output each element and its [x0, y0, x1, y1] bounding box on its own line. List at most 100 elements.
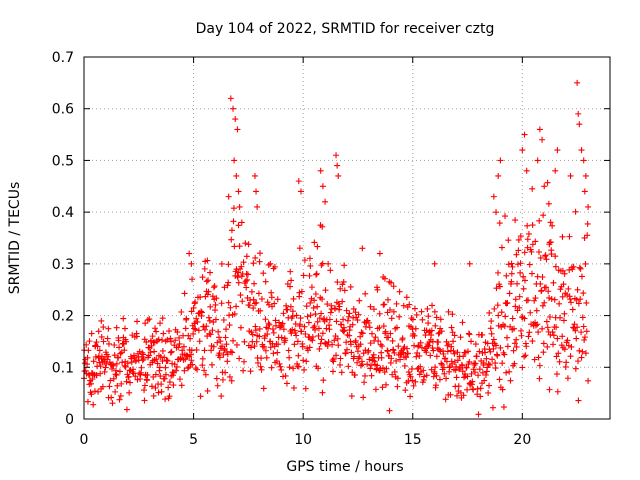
data-point	[326, 316, 333, 323]
data-point	[162, 364, 169, 371]
data-point	[162, 371, 169, 378]
data-point	[556, 300, 563, 307]
data-point	[210, 343, 217, 350]
data-point	[312, 326, 319, 333]
data-point	[319, 223, 326, 230]
data-point	[260, 270, 267, 277]
data-point	[140, 355, 147, 362]
data-point	[532, 295, 539, 302]
data-point	[293, 312, 300, 319]
data-point	[306, 255, 313, 262]
data-point	[538, 287, 545, 294]
data-point	[149, 333, 156, 340]
data-point	[333, 152, 340, 159]
data-point	[565, 342, 572, 349]
data-point	[359, 330, 366, 337]
y-tick-label: 0.7	[52, 50, 74, 66]
data-point	[541, 183, 548, 190]
data-point	[313, 270, 320, 277]
data-point	[296, 245, 303, 252]
data-point	[448, 343, 455, 350]
data-point	[489, 356, 496, 363]
data-point	[322, 339, 329, 346]
data-point	[298, 288, 305, 295]
data-point	[141, 387, 148, 394]
data-point	[388, 279, 395, 286]
plot-frame	[83, 56, 611, 420]
data-point	[464, 386, 471, 393]
data-point	[176, 334, 183, 341]
data-point	[500, 404, 507, 411]
data-point	[318, 262, 325, 269]
data-point	[144, 377, 151, 384]
data-point	[399, 335, 406, 342]
data-point	[310, 304, 317, 311]
data-point	[393, 300, 400, 307]
data-point	[111, 352, 118, 359]
data-point	[250, 305, 257, 312]
data-point	[108, 394, 115, 401]
data-point	[103, 360, 110, 367]
data-point	[268, 294, 275, 301]
data-point	[209, 293, 216, 300]
data-point	[499, 360, 506, 367]
data-point	[250, 260, 257, 267]
data-point	[461, 374, 468, 381]
data-point	[408, 315, 415, 322]
data-point	[253, 299, 260, 306]
data-point	[409, 377, 416, 384]
data-point	[494, 352, 501, 359]
data-point	[356, 353, 363, 360]
data-point	[407, 393, 414, 400]
data-point	[403, 354, 410, 361]
data-point	[374, 286, 381, 293]
data-point	[459, 362, 466, 369]
data-point	[431, 260, 438, 267]
data-point	[447, 391, 454, 398]
data-point	[428, 332, 435, 339]
data-point	[482, 371, 489, 378]
data-point	[226, 322, 233, 329]
data-point	[381, 301, 388, 308]
data-point	[412, 378, 419, 385]
data-point	[457, 334, 464, 341]
data-point	[570, 263, 577, 270]
data-point	[433, 372, 440, 379]
data-point	[161, 375, 168, 382]
data-point	[264, 331, 271, 338]
data-point	[145, 352, 152, 359]
data-point	[286, 354, 293, 361]
data-point	[95, 328, 102, 335]
data-point	[451, 332, 458, 339]
data-point	[153, 328, 160, 335]
data-point	[423, 349, 430, 356]
data-point	[498, 244, 505, 251]
data-point	[231, 157, 238, 164]
data-point	[89, 376, 96, 383]
data-point	[322, 287, 329, 294]
data-point	[469, 378, 476, 385]
data-point	[552, 253, 559, 260]
data-point	[509, 263, 516, 270]
data-point	[98, 317, 105, 324]
data-point	[535, 329, 542, 336]
data-point	[579, 314, 586, 321]
data-point	[276, 360, 283, 367]
data-point	[206, 330, 213, 337]
data-point	[144, 371, 151, 378]
data-point	[560, 281, 567, 288]
data-point	[314, 318, 321, 325]
data-point	[231, 243, 238, 250]
data-point	[459, 319, 466, 326]
data-point	[300, 272, 307, 279]
data-point	[267, 260, 274, 267]
data-point	[242, 278, 249, 285]
data-point	[519, 147, 526, 154]
data-point	[480, 359, 487, 366]
data-point	[436, 376, 443, 383]
data-point	[554, 335, 561, 342]
data-point	[229, 349, 236, 356]
data-point	[126, 389, 133, 396]
data-point	[233, 172, 240, 179]
data-point	[343, 307, 350, 314]
